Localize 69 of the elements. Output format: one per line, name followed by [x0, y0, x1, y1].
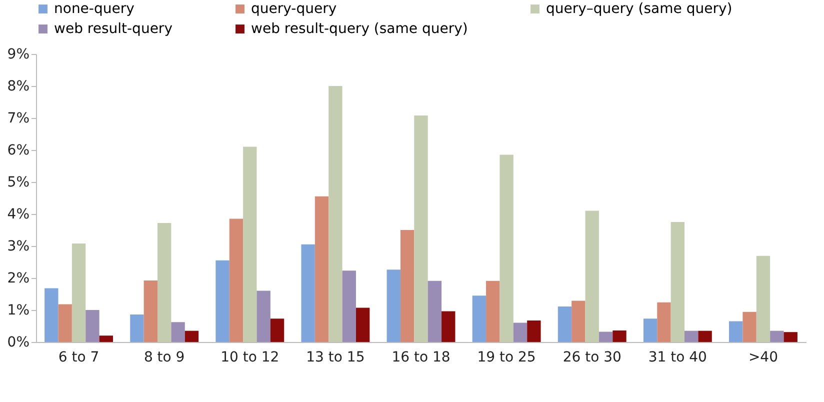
bar — [643, 318, 658, 342]
bar — [472, 296, 486, 342]
bar — [756, 256, 770, 342]
x-tick-label: >40 — [748, 350, 778, 366]
bar — [486, 280, 500, 342]
x-tick-label: 26 to 30 — [562, 350, 622, 366]
x-tick-label: 31 to 40 — [648, 350, 707, 366]
legend-label: web result-query (same query) — [251, 21, 468, 37]
bar — [184, 330, 199, 342]
bar — [742, 312, 756, 342]
bar — [572, 300, 586, 342]
y-tick-label: 5% — [7, 174, 30, 190]
y-tick-label: 7% — [7, 110, 30, 126]
bar — [301, 244, 315, 342]
bar — [414, 115, 428, 342]
x-tick-label: 19 to 25 — [477, 350, 536, 366]
y-tick-label: 1% — [7, 302, 30, 318]
bar — [585, 210, 599, 342]
y-tick-label: 0% — [7, 334, 30, 350]
x-tick-label: 13 to 15 — [306, 350, 365, 366]
bar — [342, 270, 356, 342]
bar — [86, 310, 100, 342]
bar — [256, 290, 270, 342]
bar — [243, 146, 257, 342]
y-tick-label: 2% — [7, 270, 30, 286]
bar — [729, 321, 743, 342]
bar — [684, 330, 698, 342]
bar — [657, 302, 671, 342]
x-tick-label: 16 to 18 — [392, 350, 450, 366]
y-tick-label: 9% — [7, 46, 30, 62]
bar — [144, 280, 158, 342]
bar — [44, 288, 58, 342]
bar — [428, 280, 442, 342]
bar — [558, 306, 572, 342]
bar — [500, 154, 514, 342]
bar — [386, 270, 400, 342]
bar — [698, 330, 712, 342]
legend-label: web result-query — [54, 21, 172, 37]
bar — [72, 243, 86, 342]
bar — [328, 86, 342, 342]
bar — [171, 322, 185, 342]
bar — [670, 222, 685, 342]
bar — [356, 308, 370, 342]
legend-label: none-query — [54, 1, 134, 17]
bar — [216, 260, 230, 342]
legend-label: query-query — [251, 1, 337, 17]
bar — [527, 320, 541, 342]
x-tick-label: 8 to 9 — [144, 350, 185, 366]
bar — [229, 218, 244, 342]
bar — [130, 314, 144, 342]
x-tick-label: 10 to 12 — [220, 350, 280, 366]
bar — [513, 322, 528, 342]
bar — [400, 230, 414, 342]
bar — [270, 318, 284, 342]
bar — [442, 311, 456, 342]
y-tick-label: 8% — [7, 78, 30, 94]
bar — [157, 222, 172, 342]
bar — [770, 330, 784, 342]
bar — [784, 332, 798, 342]
bar — [612, 330, 626, 342]
bar — [598, 332, 613, 342]
bar — [58, 304, 72, 342]
x-tick-label: 6 to 7 — [58, 350, 100, 366]
y-tick-label: 6% — [7, 142, 30, 158]
y-tick-label: 3% — [7, 238, 30, 254]
y-tick-label: 4% — [7, 206, 30, 222]
bar — [314, 196, 329, 342]
legend-label: query–query (same query) — [546, 1, 732, 17]
bar — [99, 336, 113, 342]
